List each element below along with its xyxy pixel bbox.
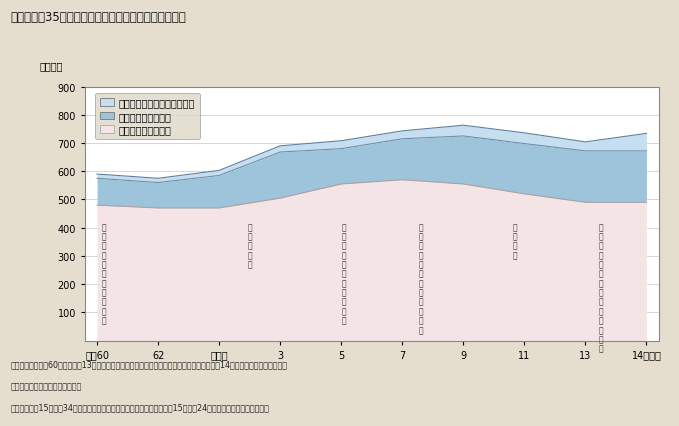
Text: 細結果）」より作成。: 細結果）」より作成。 — [10, 381, 81, 390]
Text: 「
就
職
氷
河
期
」
が
流
行
語
に: 「 就 職 氷 河 期 」 が 流 行 語 に — [418, 222, 423, 334]
Text: ２．15歳から34歳までの非農林女性雇用者数の推移。ただし，15歳から24歳の在学中の雇用者を除く。: ２．15歳から34歳までの非農林女性雇用者数の推移。ただし，15歳から24歳の在… — [10, 403, 269, 412]
Text: パ
ー
ト
タ
イ
ム
労
働
法
施
行: パ ー ト タ イ ム 労 働 法 施 行 — [342, 222, 346, 325]
Text: 金
融
不
況: 金 融 不 況 — [513, 222, 517, 259]
Text: （万人）: （万人） — [39, 61, 62, 71]
Text: バ
ブ
ル
崩
壊: バ ブ ル 崩 壊 — [247, 222, 252, 269]
Legend: 派遣社員・契約社員・嘱託等, パート・アルバイト, 正規の職員・従業員: 派遣社員・契約社員・嘱託等, パート・アルバイト, 正規の職員・従業員 — [96, 93, 200, 140]
Text: 男
女
雇
用
機
会
均
等
法
施
行: 男 女 雇 用 機 会 均 等 法 施 行 — [102, 222, 107, 325]
Text: 人
材
派
遣
対
象
業
務
の
原
則
自
由
化: 人 材 派 遣 対 象 業 務 の 原 則 自 由 化 — [598, 222, 603, 353]
Text: （備考）１．昭和60年から平成13年は総務省「労働力調査特別調査報告」（各年２月）より，14年は「労働力調査年報（詳: （備考）１．昭和60年から平成13年は総務省「労働力調査特別調査報告」（各年２月… — [10, 360, 287, 369]
Text: 第１－序－35図　就業形態別若年女性雇用者数の推移: 第１－序－35図 就業形態別若年女性雇用者数の推移 — [10, 11, 186, 23]
